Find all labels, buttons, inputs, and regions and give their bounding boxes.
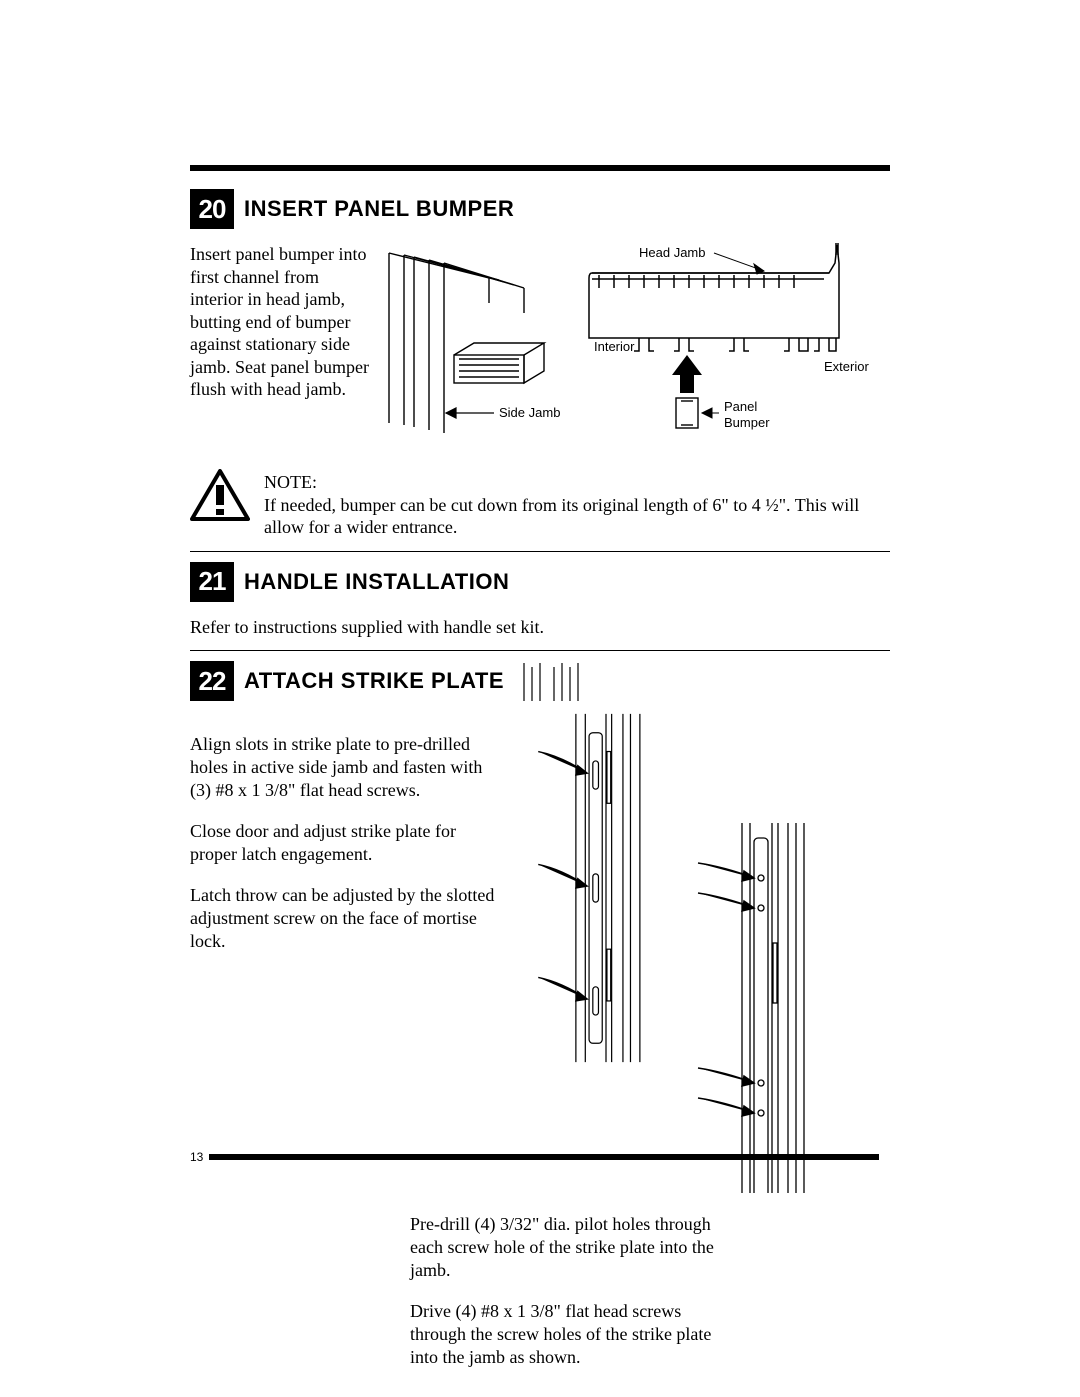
head-jamb-cross-section: Head Jamb Interior Exterior Panel Bumper	[584, 243, 884, 453]
step20-figures: Side Jamb	[374, 243, 890, 453]
interior-label: Interior	[594, 339, 635, 354]
rule-1	[190, 551, 890, 552]
step22-left-text: Align slots in strike plate to pre-drill…	[190, 703, 500, 1193]
jamb-top-sketch	[514, 661, 614, 701]
strike-plate-diagram-1	[510, 703, 670, 1073]
step22-p1: Align slots in strike plate to pre-drill…	[190, 733, 500, 802]
step20-header: 20 INSERT PANEL BUMPER	[190, 189, 890, 229]
step21-body: Refer to instructions supplied with hand…	[190, 616, 890, 639]
head-jamb-label: Head Jamb	[639, 245, 705, 260]
step21-title: HANDLE INSTALLATION	[244, 569, 509, 595]
step22-p5: Drive (4) #8 x 1 3/8" flat head screws t…	[410, 1300, 730, 1369]
step20-row: Insert panel bumper into first channel f…	[190, 243, 890, 453]
step22-right-block: Pre-drill (4) 3/32" dia. pilot holes thr…	[410, 1205, 890, 1387]
step20-title: INSERT PANEL BUMPER	[244, 196, 514, 222]
step21-header: 21 HANDLE INSTALLATION	[190, 562, 890, 602]
exterior-label: Exterior	[824, 359, 869, 374]
side-jamb-diagram: Side Jamb	[374, 243, 574, 453]
step21-number: 21	[190, 562, 234, 602]
step20-body: Insert panel bumper into first channel f…	[190, 243, 370, 453]
note-label: NOTE:	[264, 471, 890, 494]
panel-bumper-label-1: Panel	[724, 399, 757, 414]
page-number: 13	[190, 1150, 203, 1164]
page-footer: 13	[190, 1150, 879, 1164]
strike-plate-diagram-2-top	[680, 823, 820, 1193]
step20-number: 20	[190, 189, 234, 229]
panel-bumper-label-2: Bumper	[724, 415, 770, 430]
step22-title: ATTACH STRIKE PLATE	[244, 668, 504, 694]
step22-row: Align slots in strike plate to pre-drill…	[190, 703, 890, 1193]
step22-p3: Latch throw can be adjusted by the slott…	[190, 884, 500, 953]
step22-p2: Close door and adjust strike plate for p…	[190, 820, 500, 866]
step22-right-text: Pre-drill (4) 3/32" dia. pilot holes thr…	[410, 1205, 730, 1387]
step22-header: 22 ATTACH STRIKE PLATE	[190, 661, 890, 701]
rule-2	[190, 650, 890, 651]
page-content: 20 INSERT PANEL BUMPER Insert panel bump…	[190, 165, 890, 1387]
step22-p4: Pre-drill (4) 3/32" dia. pilot holes thr…	[410, 1213, 730, 1282]
step22-number: 22	[190, 661, 234, 701]
note-text: NOTE: If needed, bumper can be cut down …	[264, 469, 890, 539]
warning-icon	[190, 469, 250, 528]
step20-note: NOTE: If needed, bumper can be cut down …	[190, 469, 890, 539]
top-rule	[190, 165, 890, 171]
note-body: If needed, bumper can be cut down from i…	[264, 494, 890, 539]
footer-rule	[209, 1154, 879, 1160]
side-jamb-label: Side Jamb	[499, 405, 560, 420]
